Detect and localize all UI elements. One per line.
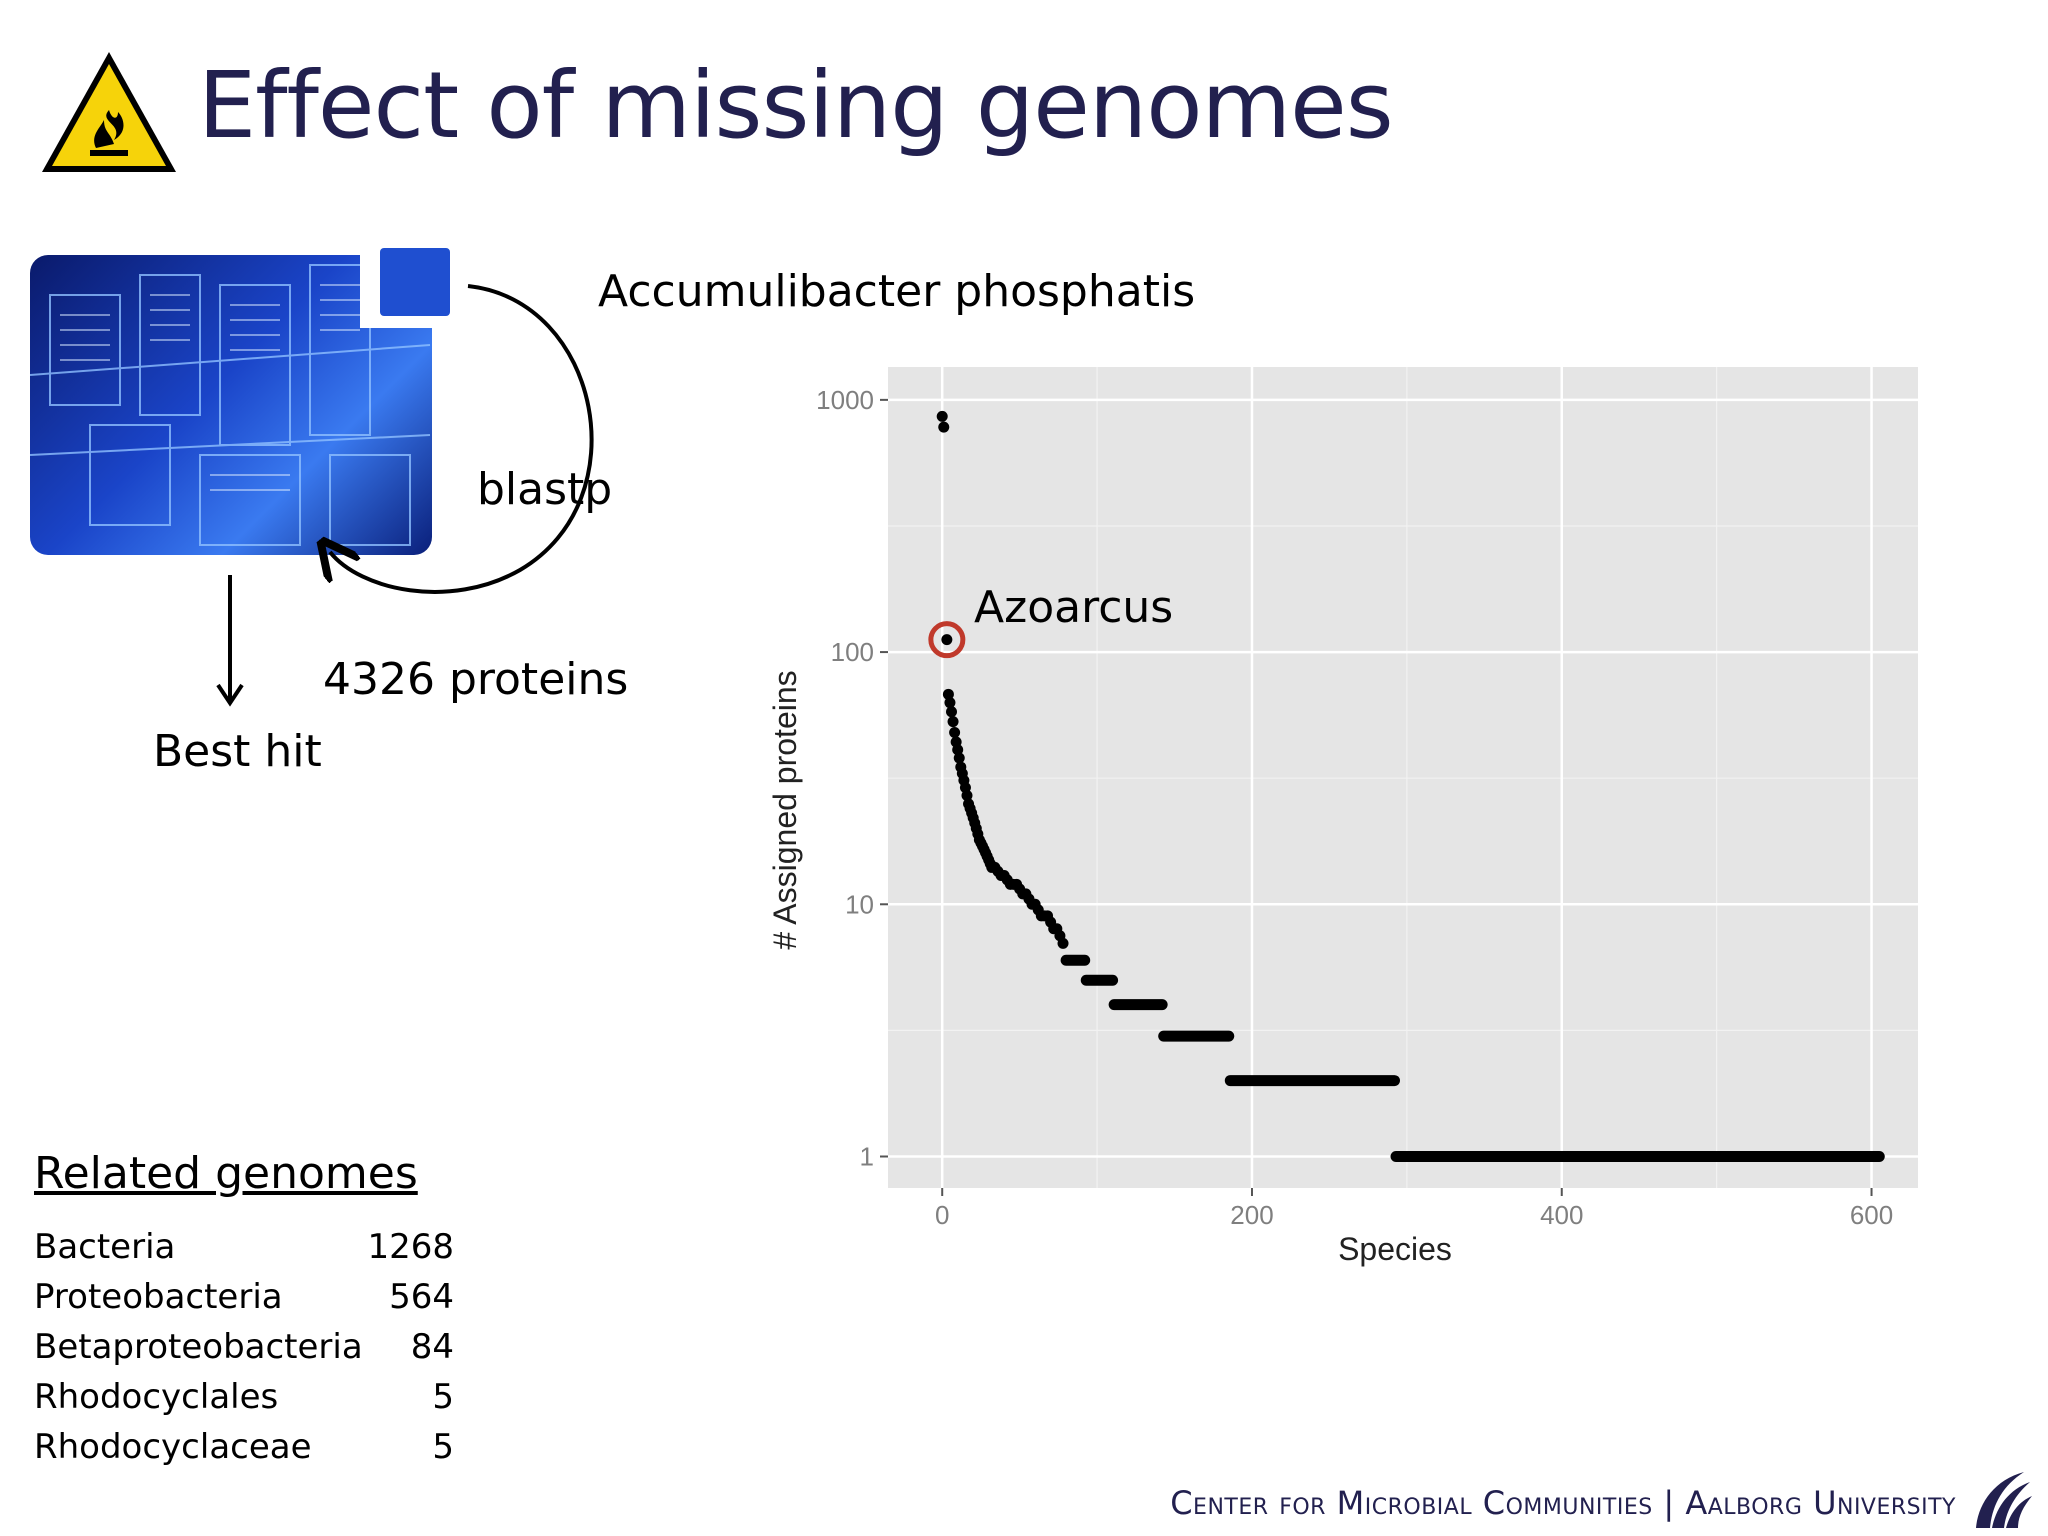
assigned-proteins-chart: 0 200 400 600 1 10 100 1000 Species # Assigned … <box>767 367 1918 1267</box>
taxon-count: 5 <box>432 1377 454 1417</box>
taxon-name: Betaproteobacteria <box>34 1327 363 1367</box>
x-tick-label: 200 <box>1230 1200 1273 1230</box>
proteins-label: 4326 proteins <box>323 654 629 705</box>
aalborg-university-logo-icon <box>1976 1472 2032 1528</box>
chart-panel-background <box>888 367 1918 1188</box>
data-point <box>953 752 965 764</box>
data-point <box>944 697 956 709</box>
y-tick-label: 10 <box>845 889 874 919</box>
data-point <box>946 706 958 718</box>
page-title: Effect of missing genomes <box>198 52 1394 159</box>
azoarcus-highlight-ring <box>928 621 966 659</box>
taxon-name: Bacteria <box>34 1227 176 1267</box>
data-point <box>942 688 954 700</box>
data-point <box>938 421 950 433</box>
data-point <box>952 744 964 756</box>
x-tick-label: 0 <box>935 1200 949 1230</box>
image-corner-tile <box>380 248 450 316</box>
data-point <box>936 410 948 422</box>
footer-institution: Center for Microbial Communities | Aalbo… <box>1170 1484 1956 1522</box>
table-row: Rhodocyclales 5 <box>34 1372 454 1422</box>
taxon-count: 564 <box>389 1277 454 1317</box>
x-tick-label: 600 <box>1850 1200 1893 1230</box>
data-point <box>961 789 973 801</box>
data-point <box>941 634 953 646</box>
blastp-cycle-arrow <box>300 284 594 594</box>
fire-hazard-warning-icon <box>42 52 176 172</box>
blastp-label: blastp <box>477 464 613 515</box>
chart-y-axis-label: # Assigned proteins <box>767 670 803 949</box>
related-genomes-title: Related genomes <box>34 1148 418 1199</box>
taxon-count: 5 <box>432 1427 454 1467</box>
taxon-name: Rhodocyclales <box>34 1377 279 1417</box>
table-row: Betaproteobacteria 84 <box>34 1322 454 1372</box>
table-row: Proteobacteria 564 <box>34 1272 454 1322</box>
data-point <box>947 716 959 728</box>
taxon-name: Rhodocyclaceae <box>34 1427 312 1467</box>
table-row: Bacteria 1268 <box>34 1222 454 1272</box>
best-hit-label: Best hit <box>153 726 322 777</box>
taxon-name: Proteobacteria <box>34 1277 283 1317</box>
organism-label: Accumulibacter phosphatis <box>598 266 1196 317</box>
data-point <box>1057 937 1069 949</box>
taxon-count: 84 <box>410 1327 454 1367</box>
x-tick-label: 400 <box>1540 1200 1583 1230</box>
azoarcus-label: Azoarcus <box>974 582 1173 633</box>
y-tick-label: 1 <box>860 1141 874 1171</box>
chart-x-axis-label: Species <box>1338 1231 1452 1267</box>
related-genomes-table: Bacteria 1268 Proteobacteria 564 Betapro… <box>34 1222 454 1472</box>
data-point <box>949 726 961 738</box>
taxon-count: 1268 <box>367 1227 454 1267</box>
y-tick-label: 1000 <box>816 385 874 415</box>
table-row: Rhodocyclaceae 5 <box>34 1422 454 1472</box>
best-hit-arrow <box>216 575 244 707</box>
y-tick-label: 100 <box>831 637 874 667</box>
